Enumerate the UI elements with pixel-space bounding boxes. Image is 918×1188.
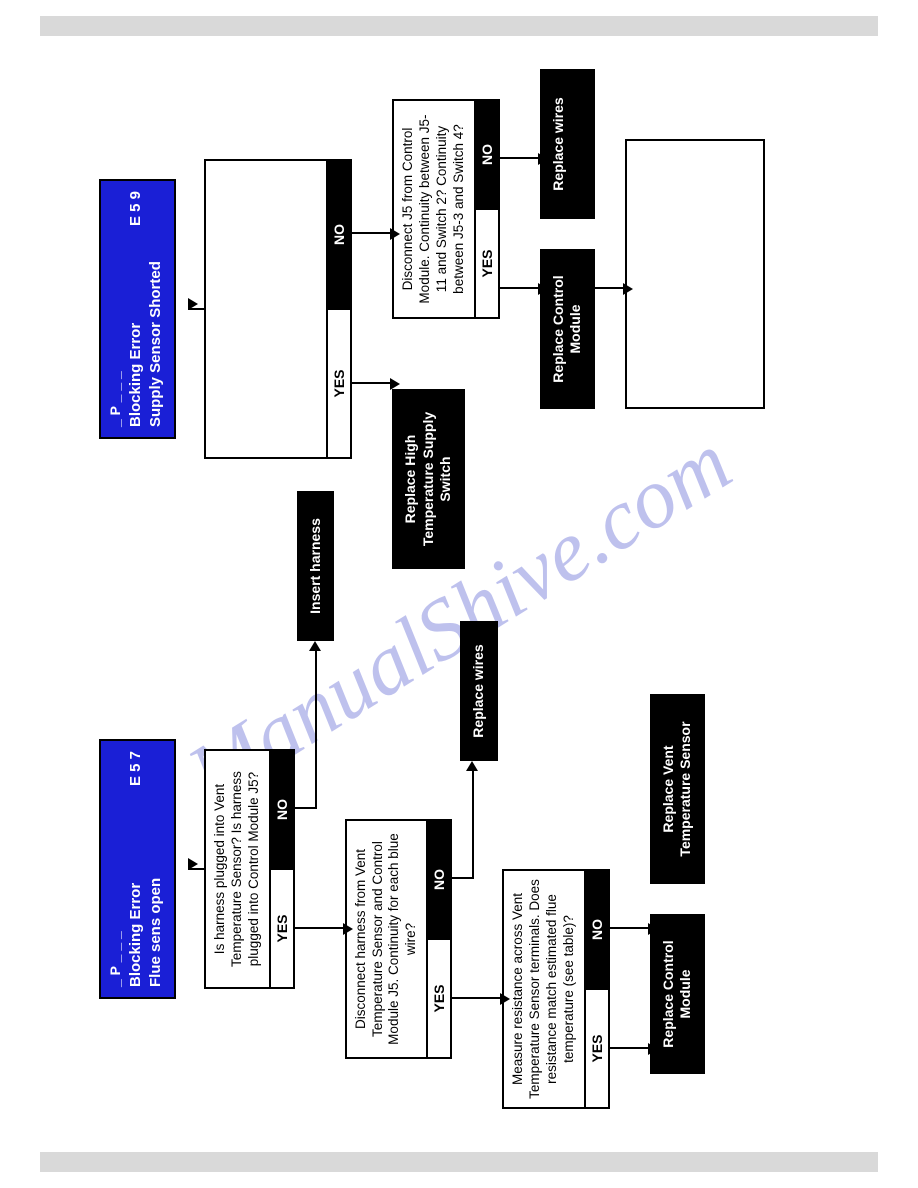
action-replace-vent-sensor: Replace Vent Temperature Sensor (650, 694, 705, 884)
header-code: E 5 9 (127, 191, 146, 226)
decision-branches: YES NO (584, 871, 608, 1107)
arrowhead-down-icon (538, 283, 548, 295)
decision-branches: YES NO (426, 821, 450, 1057)
connector (295, 807, 315, 809)
connector (610, 1047, 650, 1049)
header-code: E 5 7 (127, 751, 146, 786)
arrowhead-right-icon (309, 641, 321, 651)
connector (452, 997, 502, 999)
reference-table-placeholder (625, 139, 765, 409)
arrowhead-down-icon (648, 1043, 658, 1055)
branch-yes: YES (476, 208, 498, 317)
action-replace-wires: Replace wires (540, 69, 595, 219)
arrowhead-right-icon (466, 761, 478, 771)
top-bar (40, 16, 878, 36)
branch-yes: YES (428, 938, 450, 1057)
connector (352, 232, 392, 234)
arrowhead-down-icon (343, 923, 353, 935)
flowchart-e59: _ P _ _ _ Blocking Error E 5 9 Supply Se… (99, 49, 765, 569)
decision-harness-plugged: Is harness plugged into Vent Temperature… (204, 749, 295, 989)
action-replace-control-module: Replace Control Module (540, 249, 595, 409)
connector (595, 287, 625, 289)
arrowhead-down-icon (390, 228, 400, 240)
flowchart-e57: _ P _ _ _ Blocking Error E 5 7 Flue sens… (99, 609, 705, 1129)
arrowhead-down-icon (538, 153, 548, 165)
action-replace-wires: Replace wires (460, 621, 498, 761)
branch-no: NO (428, 821, 450, 938)
header-pline: _ P _ _ _ (107, 931, 125, 987)
action-replace-hts-switch: Replace High Temperature Supply Switch (392, 389, 465, 569)
connector (500, 157, 540, 159)
decision-branches: YES NO (326, 161, 350, 457)
decision-j5-continuity: Disconnect J5 from Control Module. Conti… (392, 99, 500, 319)
header-sub: Flue sens open (147, 751, 166, 987)
branch-yes: YES (271, 868, 293, 987)
header-title: Blocking Error (127, 883, 146, 987)
decision-branches: YES NO (474, 101, 498, 317)
arrowhead-down-icon (390, 378, 400, 390)
branch-no: NO (476, 101, 498, 208)
connector (352, 382, 392, 384)
decision-question: Disconnect harness from Vent Temperature… (347, 821, 427, 1057)
decision-question (206, 161, 326, 457)
decision-initial-check: YES NO (204, 159, 352, 459)
decision-branches: YES NO (269, 751, 293, 987)
connector (295, 927, 345, 929)
header-spacer (107, 751, 125, 755)
branch-no: NO (328, 161, 350, 308)
branch-no: NO (271, 751, 293, 868)
header-e59: _ P _ _ _ Blocking Error E 5 9 Supply Se… (99, 179, 176, 439)
decision-resistance-match: Measure resistance across Vent Temperatu… (502, 869, 610, 1109)
decision-question: Measure resistance across Vent Temperatu… (504, 871, 584, 1107)
decision-question: Is harness plugged into Vent Temperature… (206, 751, 269, 987)
bottom-bar (40, 1152, 878, 1172)
header-sub: Supply Sensor Shorted (147, 191, 166, 427)
decision-question: Disconnect J5 from Control Module. Conti… (394, 101, 474, 317)
branch-no: NO (586, 871, 608, 988)
connector (472, 769, 474, 879)
rotated-stage: _ P _ _ _ Blocking Error E 5 7 Flue sens… (0, 171, 918, 1009)
connector (315, 649, 317, 809)
header-spacer (107, 191, 125, 195)
arrowhead-down-icon (500, 993, 510, 1005)
action-replace-control-module: Replace Control Module (650, 914, 705, 1074)
header-pline: _ P _ _ _ (107, 371, 125, 427)
connector (610, 927, 650, 929)
arrowhead-down-icon (623, 283, 633, 295)
connector (452, 877, 472, 879)
connector (188, 868, 204, 870)
connector (500, 287, 540, 289)
decision-continuity-blue: Disconnect harness from Vent Temperature… (345, 819, 453, 1059)
arrowhead-down-icon (648, 923, 658, 935)
header-e57: _ P _ _ _ Blocking Error E 5 7 Flue sens… (99, 739, 176, 999)
header-title: Blocking Error (127, 323, 146, 427)
connector (188, 308, 204, 310)
branch-yes: YES (586, 988, 608, 1107)
branch-yes: YES (328, 308, 350, 457)
